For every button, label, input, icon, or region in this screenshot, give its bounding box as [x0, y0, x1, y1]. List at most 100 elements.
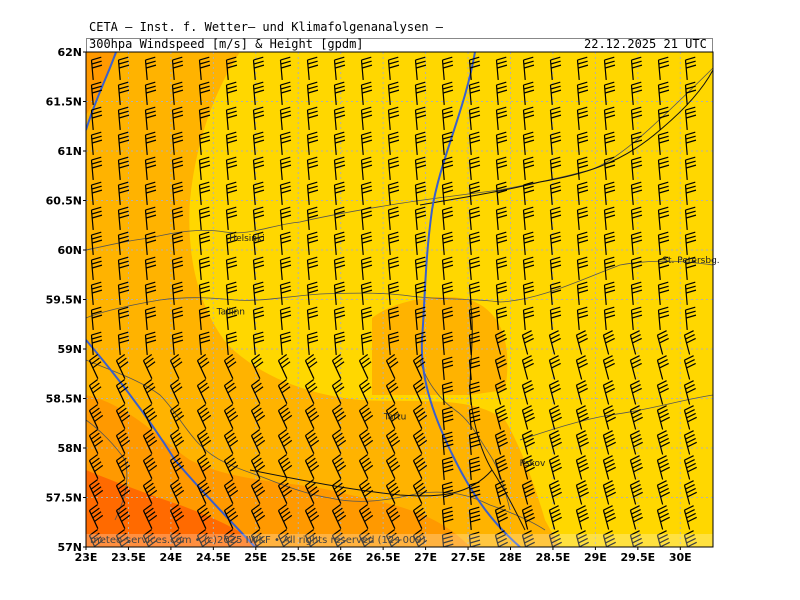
wind-barb	[250, 479, 266, 504]
wind-barb	[333, 306, 346, 330]
wind-barb	[684, 306, 697, 330]
valid-time: 22.12.2025 21 UTC	[584, 37, 707, 51]
wind-barb	[115, 529, 131, 547]
wind-barb	[277, 404, 293, 429]
wind-barb	[603, 306, 616, 330]
wind-barb	[333, 281, 346, 305]
wind-barb	[576, 206, 589, 230]
wind-barb	[468, 356, 481, 380]
wind-barb	[495, 81, 508, 105]
wind-barb	[630, 281, 643, 305]
wind-barb	[412, 429, 428, 454]
wind-barb	[441, 431, 454, 455]
wind-barb	[144, 106, 157, 130]
wind-barb	[115, 354, 129, 379]
wind-barb	[252, 131, 265, 155]
wind-barb	[603, 131, 616, 155]
wind-barb	[115, 479, 131, 504]
wind-barb	[306, 81, 319, 105]
wind-barb	[575, 505, 589, 530]
wind-barb	[549, 106, 562, 130]
wind-barb	[441, 156, 454, 180]
lon-label: 23E	[75, 551, 98, 564]
wind-barb	[198, 181, 211, 205]
wind-barb	[225, 131, 238, 155]
wind-barb	[521, 430, 535, 455]
wind-barb	[548, 480, 562, 505]
wind-barb	[144, 56, 157, 80]
wind-barb	[90, 231, 103, 255]
wind-barb	[412, 379, 426, 404]
wind-barb	[304, 354, 318, 379]
wind-barb	[306, 206, 319, 230]
longitude-labels: 23E 23.5E 24E 24.5E 25E 25.5E 26E 26.5E 27E 27.5E…	[75, 551, 692, 564]
wind-barb	[198, 131, 211, 155]
wind-barb	[169, 404, 185, 429]
wind-barb	[142, 504, 158, 529]
wind-barb	[602, 330, 615, 355]
latitude-labels: 62N 61.5N 61N 60.5N 60N 59.5N 59N 58.5N 58N 57.5N…	[46, 46, 82, 554]
wind-barb	[142, 354, 156, 379]
wind-barb	[279, 256, 292, 280]
wind-barb	[441, 456, 454, 480]
wind-barb	[171, 181, 184, 205]
wind-barb	[495, 181, 508, 205]
lon-label: 28.5E	[536, 551, 571, 564]
wind-barb	[358, 504, 374, 529]
wind-barb	[441, 331, 454, 355]
wind-barb	[171, 156, 184, 180]
wind-barb	[304, 479, 320, 504]
wind-zone-west	[86, 52, 560, 547]
wind-barb	[683, 480, 697, 505]
wind-barb	[88, 429, 104, 454]
wind-barb	[412, 479, 428, 504]
wind-barb	[144, 281, 157, 305]
wind-barb	[252, 206, 265, 230]
wind-barb	[88, 504, 104, 529]
wind-barb	[494, 380, 507, 405]
wind-barb	[331, 354, 345, 379]
wind-barb	[468, 331, 481, 355]
wind-barb	[144, 256, 157, 280]
wind-barb	[306, 281, 319, 305]
wind-barb	[387, 331, 400, 355]
wind-barb	[277, 354, 291, 379]
wind-barb	[629, 505, 643, 530]
lon-label: 24E	[159, 551, 182, 564]
map-area	[86, 52, 713, 547]
wind-barb	[548, 405, 562, 430]
wind-barb	[468, 56, 481, 80]
wind-barb	[548, 455, 562, 480]
wind-barb	[279, 306, 292, 330]
wind-barb	[684, 231, 697, 255]
wind-barb	[171, 331, 184, 355]
wind-barb	[468, 231, 481, 255]
wind-barb	[279, 81, 292, 105]
height-contour	[86, 52, 117, 131]
wind-barb	[144, 206, 157, 230]
wind-barb	[412, 454, 428, 479]
wind-barb	[333, 181, 346, 205]
wind-barb	[333, 81, 346, 105]
wind-barb	[196, 379, 210, 404]
wind-barb	[522, 131, 535, 155]
wind-barb	[414, 281, 427, 305]
wind-barb	[198, 81, 211, 105]
wind-barb	[468, 256, 481, 280]
wind-barb	[250, 504, 266, 529]
wind-barb	[576, 306, 589, 330]
wind-barb	[575, 330, 588, 355]
wind-barb	[360, 331, 373, 355]
wind-barb	[387, 156, 400, 180]
wind-barb	[225, 281, 238, 305]
wind-barb	[387, 231, 400, 255]
wind-barb	[225, 206, 238, 230]
wind-barb	[684, 81, 697, 105]
wind-barb	[468, 406, 481, 430]
wind-barb	[225, 331, 238, 355]
wind-barb	[196, 404, 212, 429]
wind-barb	[198, 331, 211, 355]
wind-barb	[548, 530, 562, 547]
wind-barb	[225, 181, 238, 205]
lat-label: 60.5N	[46, 195, 82, 208]
